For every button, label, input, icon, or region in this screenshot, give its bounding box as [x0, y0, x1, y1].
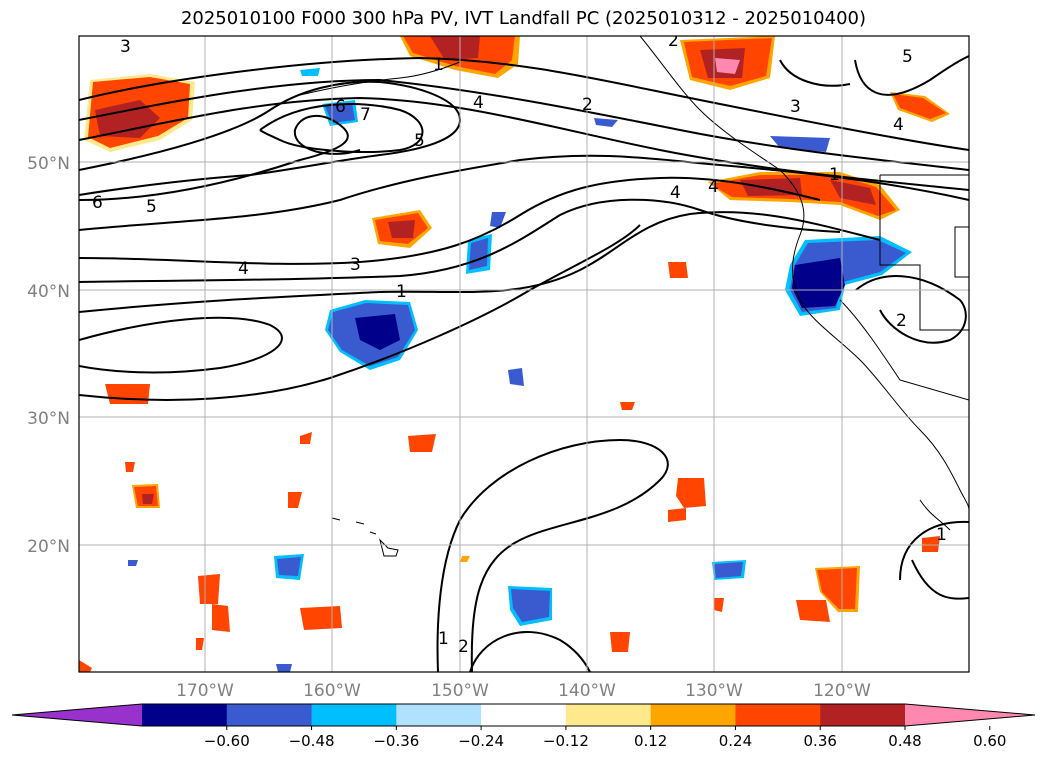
contour-label: 1 [438, 629, 449, 649]
colorbar-extend-min [12, 704, 142, 726]
lon-label: 130°W [685, 681, 743, 701]
colorbar-bin [142, 704, 228, 726]
graticule [79, 36, 969, 672]
colorbar-bin [226, 704, 313, 726]
contour-label: 3 [790, 97, 801, 117]
contour-label: 1 [936, 525, 947, 545]
lat-label: 20°N [27, 537, 70, 557]
contour-label: 4 [708, 177, 719, 197]
contour-label: 4 [670, 183, 681, 203]
lat-label: 40°N [27, 282, 70, 302]
colorbar-tick-label: 0.48 [888, 732, 921, 750]
contour-label: 7 [360, 105, 371, 125]
contour-label: 5 [414, 131, 425, 151]
colorbar-tick-label: −0.24 [458, 732, 504, 750]
contour-label: 1 [396, 282, 407, 302]
lat-axis: 50°N 40°N 30°N 20°N [27, 154, 70, 557]
colorbar-bin [396, 704, 482, 726]
contour-label: 2 [582, 95, 593, 115]
colorbar-tick-label: −0.12 [543, 732, 589, 750]
colorbar-tick-label: −0.60 [204, 732, 250, 750]
contour-label: 3 [120, 37, 131, 57]
map-title: 2025010100 F000 300 hPa PV, IVT Landfall… [180, 8, 867, 29]
colorbar-tick-label: 0.24 [719, 732, 752, 750]
contour-label: 2 [896, 311, 907, 331]
lon-label: 160°W [303, 681, 361, 701]
colorbar-tick-label: 0.36 [804, 732, 837, 750]
lat-label: 30°N [27, 409, 70, 429]
colorbar-tick-label: −0.36 [373, 732, 419, 750]
colorbar-tick-label: 0.12 [634, 732, 667, 750]
contour-label: 4 [238, 259, 249, 279]
colorbar-bin [311, 704, 397, 726]
contour-label: 4 [893, 115, 904, 135]
colorbar-bin [820, 704, 906, 726]
lon-axis: 170°W 160°W 150°W 140°W 130°W 120°W [176, 681, 871, 701]
lon-label: 120°W [813, 681, 871, 701]
lat-label: 50°N [27, 154, 70, 174]
contour-label: 5 [146, 197, 157, 217]
contour-label: 1 [433, 55, 444, 75]
colorbar-tick-label: −0.48 [289, 732, 335, 750]
pv-contours [79, 55, 969, 672]
map-frame [78, 35, 970, 673]
colorbar-bin [481, 704, 567, 726]
contour-label: 6 [92, 193, 103, 213]
lon-label: 170°W [176, 681, 234, 701]
colorbar-bin [735, 704, 821, 726]
contour-label: 3 [350, 255, 361, 275]
contour-label: 2 [458, 637, 469, 657]
colorbar: −0.60 −0.48 −0.36 −0.24 −0.12 0.12 0.24 0.36 0.4… [11, 703, 1036, 750]
lon-label: 140°W [558, 681, 616, 701]
contour-label: 6 [335, 97, 346, 117]
colorbar-bin [650, 704, 736, 726]
colorbar-extend-max [905, 704, 1035, 726]
colorbar-outline [11, 703, 1036, 727]
contour-label: 4 [473, 93, 484, 113]
contour-label: 1 [829, 165, 840, 185]
colorbar-tick-label: 0.60 [973, 732, 1006, 750]
contour-label: 2 [668, 31, 679, 51]
lon-label: 150°W [431, 681, 489, 701]
contour-labels: 3 1 2 5 4 2 3 4 6 7 5 6 5 4 4 1 4 3 1 2 … [92, 31, 947, 657]
contour-label: 5 [902, 47, 913, 67]
colorbar-bin [565, 704, 652, 726]
